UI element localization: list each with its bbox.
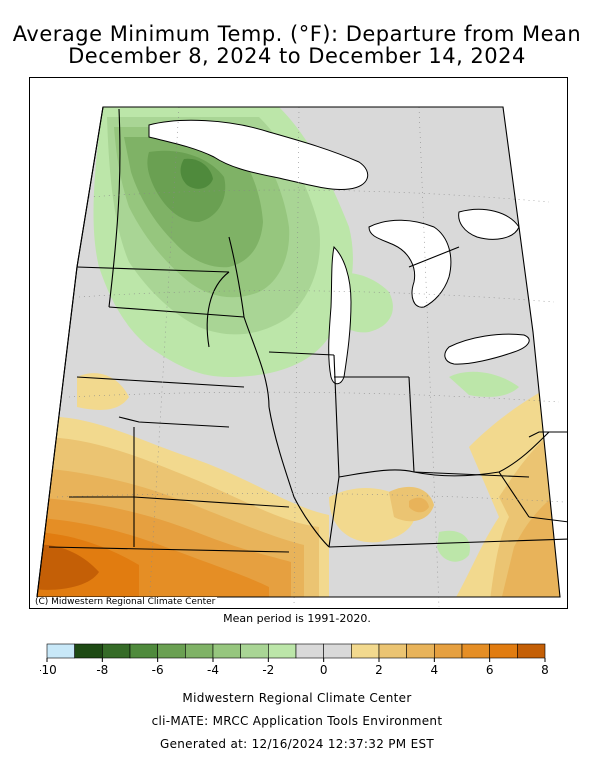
map-boundary (36, 106, 561, 598)
temperature-departure-map (29, 77, 568, 609)
legend-swatch (157, 643, 186, 659)
map-title: Average Minimum Temp. (°F): Departure fr… (12, 22, 582, 46)
legend-swatch (102, 643, 131, 659)
footer-tool: cli-MATE: MRCC Application Tools Environ… (151, 714, 443, 728)
great-lakes (148, 119, 530, 385)
legend-swatch (489, 643, 518, 659)
lake-huron (368, 219, 452, 308)
legend-swatch (268, 643, 297, 659)
legend-swatches (46, 643, 546, 659)
map-credit: (C) Midwestern Regional Climate Center (33, 597, 218, 608)
legend-swatch (46, 643, 75, 659)
legend-swatch (185, 643, 214, 659)
legend-swatch (517, 643, 546, 659)
legend-tick-label: -10 (40, 663, 57, 677)
lake-ontario-region (458, 208, 520, 240)
legend-swatch (406, 643, 435, 659)
mean-period-note: Mean period is 1991-2020. (223, 612, 371, 625)
legend-swatch (240, 643, 269, 659)
map-date-range: December 8, 2024 to December 14, 2024 (68, 44, 526, 68)
graticule (56, 106, 565, 608)
legend-swatch (378, 643, 407, 659)
legend-tick-label: -4 (207, 663, 219, 677)
legend-tick-labels: -10 -8 -6 -4 -2 0 2 4 6 8 (40, 658, 549, 677)
legend-tick-label: 0 (320, 663, 328, 677)
color-legend: -10 -8 -6 -4 -2 0 2 4 6 8 (40, 643, 549, 677)
legend-swatch (212, 643, 241, 659)
legend-swatch (295, 643, 324, 659)
legend-swatch (74, 643, 103, 659)
legend-tick-label: 6 (486, 663, 494, 677)
legend-tick-label: -6 (152, 663, 164, 677)
legend-tick-label: 8 (541, 663, 549, 677)
lake-michigan (328, 245, 352, 385)
legend-tick-label: 2 (375, 663, 383, 677)
footer-org: Midwestern Regional Climate Center (182, 691, 412, 705)
legend-swatch (323, 643, 352, 659)
legend-swatch (461, 643, 490, 659)
legend-swatch (351, 643, 380, 659)
lake-superior (148, 119, 369, 191)
legend-swatch (129, 643, 158, 659)
footer-generated: Generated at: 12/16/2024 12:37:32 PM EST (159, 737, 434, 751)
max-warm-core (37, 544, 99, 590)
lake-erie (444, 333, 530, 365)
legend-tick-label: 4 (431, 663, 439, 677)
legend-tick-label: -2 (262, 663, 274, 677)
map-fill (37, 107, 560, 597)
legend-tick-label: -8 (96, 663, 108, 677)
legend-swatch (434, 643, 463, 659)
